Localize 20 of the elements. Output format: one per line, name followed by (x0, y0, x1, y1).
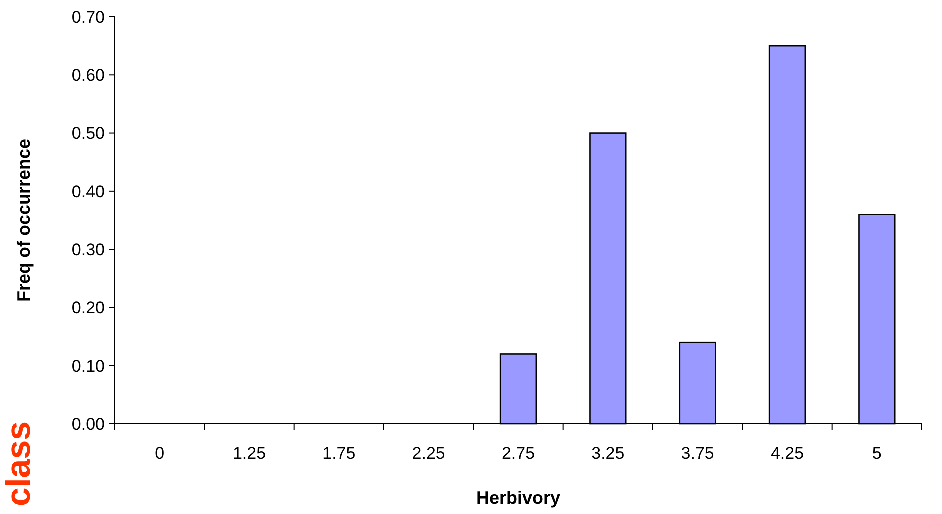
y-tick-label: 0.50 (72, 124, 105, 144)
y-tick-label: 0.70 (72, 8, 105, 27)
x-tick-label: 1.75 (322, 444, 356, 463)
x-tick-label: 2.25 (412, 444, 446, 463)
x-tick-label: 2.75 (502, 444, 536, 463)
y-tick-label: 0.30 (72, 240, 105, 260)
x-tick-label: 1.25 (232, 444, 266, 463)
x-tick-label: 0 (155, 444, 165, 463)
y-tick-label: 0.60 (72, 66, 105, 86)
x-tick-label: 3.25 (592, 444, 625, 463)
x-tick-label: 3.75 (681, 444, 714, 463)
text: class (0, 421, 38, 507)
x-tick-label: 5 (872, 444, 882, 463)
x-tick-label: 4.25 (770, 444, 804, 463)
y-tick-label: 0.10 (72, 356, 105, 376)
y-axis-title: Freq of occurrence (14, 138, 34, 302)
y-tick-label: 0.00 (72, 414, 105, 434)
x-axis-title: Herbivory (476, 488, 561, 508)
y-tick-label: 0.20 (72, 298, 105, 318)
y-tick-label: 0.40 (72, 182, 105, 202)
